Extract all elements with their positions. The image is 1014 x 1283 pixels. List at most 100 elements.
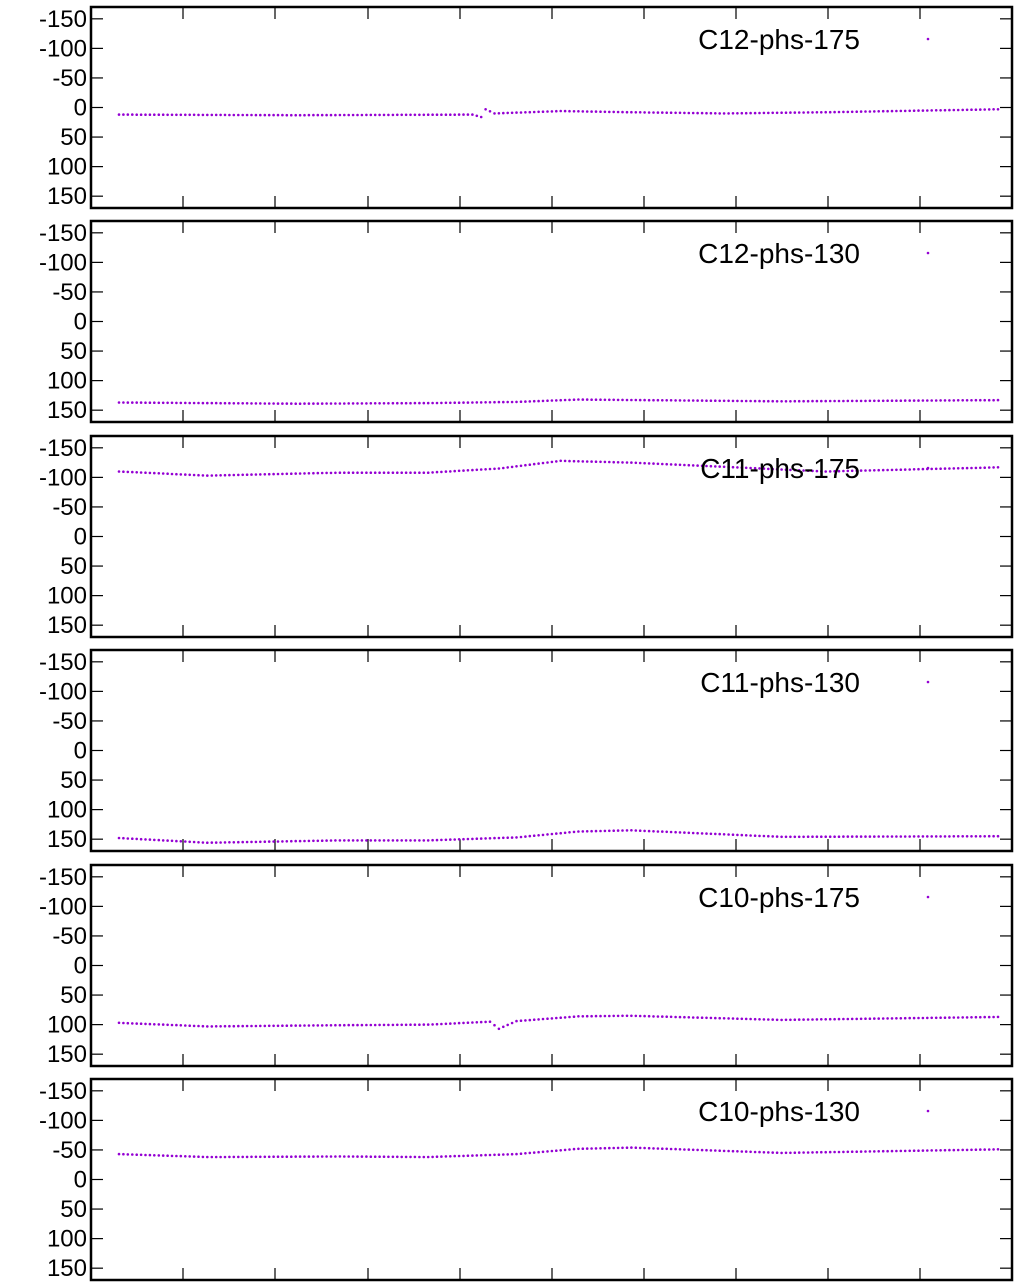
data-point: [824, 470, 827, 473]
data-point: [643, 461, 646, 465]
data-point: [961, 466, 964, 470]
data-point: [621, 1014, 624, 1018]
data-point: [665, 830, 668, 834]
data-point: [634, 398, 638, 402]
data-point: [638, 1014, 642, 1018]
data-point: [422, 471, 426, 475]
data-point: [418, 839, 421, 842]
data-point: [444, 838, 448, 842]
data-point: [373, 839, 377, 842]
data-point: [762, 1018, 766, 1021]
data-point: [868, 1150, 872, 1153]
data-point: [740, 1150, 744, 1153]
data-point: [652, 1015, 655, 1018]
data-point: [550, 460, 554, 464]
data-point: [223, 841, 227, 844]
data-point: [360, 1023, 364, 1027]
data-point: [387, 113, 390, 117]
data-point: [422, 1023, 426, 1026]
data-point: [219, 1025, 222, 1028]
data-point: [705, 1016, 708, 1020]
data-point: [117, 1152, 121, 1156]
data-point: [979, 1015, 982, 1019]
data-point: [197, 113, 200, 117]
data-point: [378, 1155, 381, 1158]
data-point: [475, 837, 479, 840]
data-point: [709, 111, 713, 115]
data-point: [541, 833, 545, 837]
y-tick-label: 0: [74, 953, 87, 980]
data-point: [444, 1022, 448, 1026]
data-point: [630, 461, 633, 464]
data-point: [890, 1149, 894, 1153]
data-point: [555, 399, 558, 402]
data-point: [652, 1147, 655, 1150]
data-point: [144, 471, 147, 475]
data-point: [656, 830, 660, 833]
data-point: [413, 1023, 417, 1026]
data-point: [263, 473, 267, 476]
data-point: [612, 1014, 615, 1018]
data-point: [351, 113, 355, 117]
data-point: [616, 1014, 620, 1018]
data-point: [188, 1155, 191, 1158]
data-point: [771, 467, 774, 471]
data-point: [806, 469, 810, 473]
data-point: [166, 113, 169, 117]
data-point: [921, 109, 925, 112]
data-point: [983, 398, 986, 402]
data-point: [272, 1024, 275, 1028]
data-point: [992, 466, 995, 469]
data-point: [290, 472, 293, 476]
data-point: [895, 399, 898, 403]
data-point: [820, 1150, 823, 1154]
data-point: [210, 841, 214, 844]
data-point: [696, 399, 699, 402]
data-point: [585, 460, 589, 463]
data-point: [334, 1155, 337, 1158]
data-point: [674, 463, 677, 466]
data-point: [921, 399, 925, 402]
data-point: [396, 1023, 399, 1027]
data-point: [802, 111, 805, 114]
data-point: [409, 839, 412, 842]
data-point: [934, 399, 938, 402]
data-point: [789, 1018, 792, 1022]
data-point: [775, 1151, 779, 1154]
data-point: [594, 829, 598, 833]
data-point: [161, 472, 165, 475]
data-point: [135, 471, 138, 474]
data-point: [457, 1154, 461, 1158]
data-point: [347, 402, 351, 405]
data-point: [515, 111, 518, 114]
data-point: [122, 1021, 125, 1025]
data-point: [873, 110, 876, 113]
data-point: [360, 1155, 364, 1158]
data-point: [139, 401, 143, 404]
data-point: [652, 398, 655, 402]
data-point: [828, 1017, 832, 1021]
data-point: [608, 1014, 611, 1018]
data-point: [546, 461, 549, 464]
data-point: [223, 473, 227, 477]
data-point: [312, 839, 315, 843]
data-point: [965, 466, 969, 470]
data-point: [714, 112, 717, 115]
data-point: [457, 469, 461, 473]
data-point: [453, 113, 457, 116]
data-point: [334, 471, 337, 475]
data-point: [683, 1015, 686, 1019]
data-point: [254, 113, 258, 117]
data-point: [855, 469, 858, 473]
y-tick-label: -100: [39, 35, 87, 62]
data-point: [616, 461, 620, 464]
data-point: [762, 111, 766, 115]
data-point: [700, 399, 704, 402]
data-point: [382, 1155, 386, 1158]
data-point: [409, 1023, 412, 1026]
data-point: [453, 1154, 457, 1158]
data-point: [828, 399, 832, 403]
legend-marker: [926, 37, 930, 41]
data-point: [881, 835, 885, 838]
